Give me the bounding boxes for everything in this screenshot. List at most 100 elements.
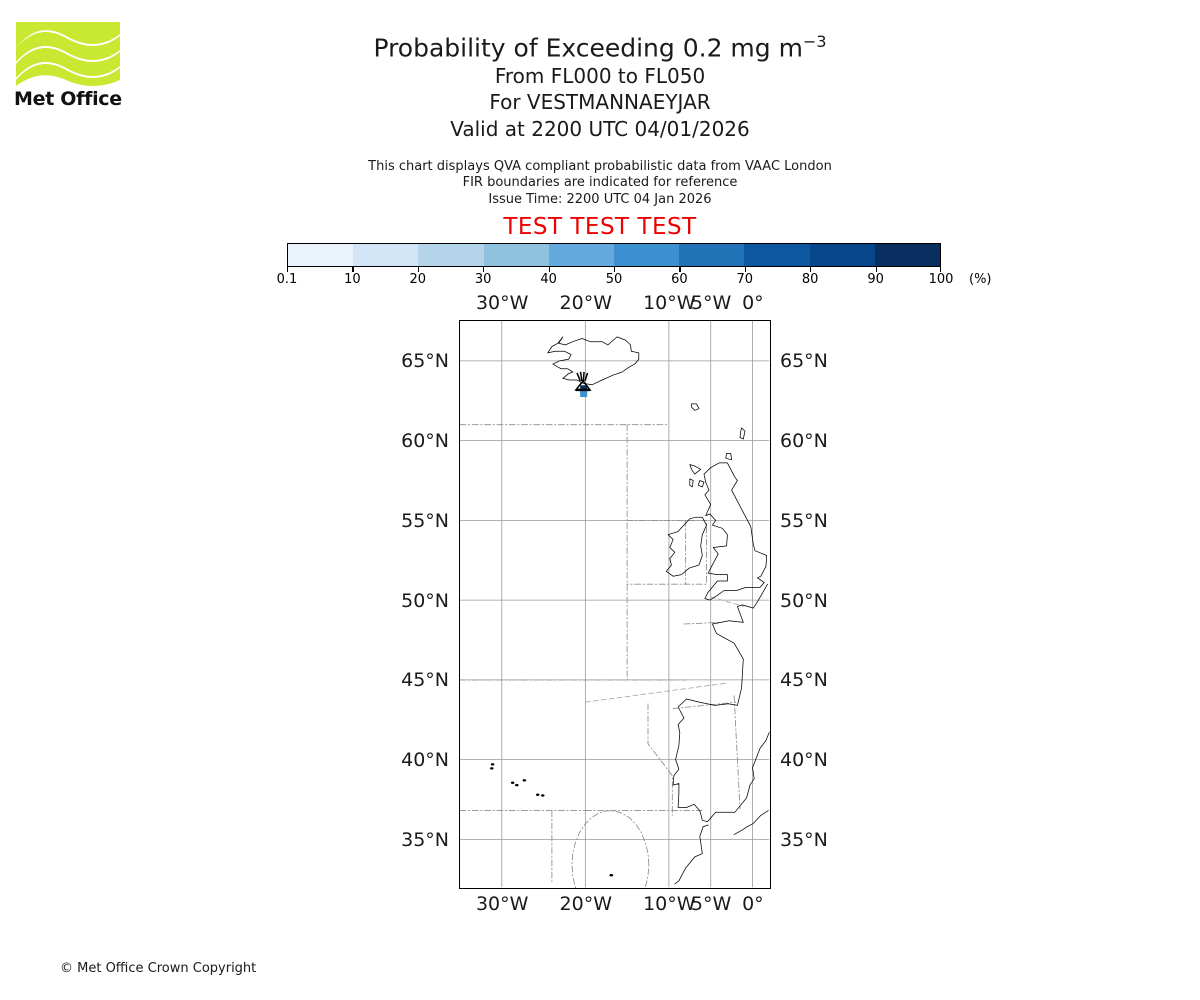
lon-label-bottom: 0° xyxy=(742,893,764,915)
volcano-marker xyxy=(574,371,592,392)
coast-faroes xyxy=(691,403,700,411)
lat-label-left: 50°N xyxy=(401,589,449,612)
colorbar-band-1 xyxy=(353,244,419,266)
colorbar-tick-label: 80 xyxy=(801,272,819,287)
coast-nw-africa xyxy=(674,824,709,885)
island-azores-6 xyxy=(540,794,545,797)
island-azores-5 xyxy=(535,793,540,796)
page-title: Probability of Exceeding 0.2 mg m−3 xyxy=(0,26,1200,64)
colorbar-tick xyxy=(614,267,616,272)
colorbar-tick-labels: 0.1 10 20 30 40 50 60 70 80 90 100 xyxy=(277,272,954,290)
island-azores-3 xyxy=(514,783,519,787)
lat-label-left: 40°N xyxy=(401,749,449,771)
lon-label-top: 0° xyxy=(742,292,764,314)
map-plot-area[interactable] xyxy=(459,320,771,889)
met-office-wordmark: Met Office xyxy=(14,88,122,110)
fir-line xyxy=(733,695,741,810)
coast-great-britain xyxy=(703,462,768,601)
lat-label-right: 55°N xyxy=(780,509,828,532)
lat-label-left: 55°N xyxy=(401,509,449,532)
fir-line xyxy=(710,596,745,607)
logo-wave-4 xyxy=(16,64,120,86)
lon-label-bottom: 5°W xyxy=(690,893,732,915)
colorbar-tick xyxy=(417,267,420,272)
lon-label-bottom: 10°W xyxy=(643,893,696,915)
colorbar-ticks xyxy=(287,267,941,273)
colorbar-tick xyxy=(287,267,289,272)
colorbar-tick-label: 20 xyxy=(409,272,427,287)
colorbar-tick-label: 70 xyxy=(736,272,754,287)
copyright-text: © Met Office Crown Copyright xyxy=(60,961,257,976)
ash-probability-cells xyxy=(580,385,588,398)
coastlines xyxy=(489,336,770,885)
colorbar-tick xyxy=(810,267,812,272)
lat-label-left: 65°N xyxy=(401,350,449,373)
met-office-wave-mark xyxy=(16,22,120,86)
coast-shetland xyxy=(739,427,746,440)
island-azores-4 xyxy=(522,779,527,782)
coast-iceland xyxy=(547,336,640,386)
coast-lewis xyxy=(689,464,702,475)
lat-label-left: 60°N xyxy=(401,430,449,453)
coast-orkney xyxy=(725,453,732,461)
lat-label-right: 45°N xyxy=(780,669,828,692)
fir-line xyxy=(626,519,707,585)
fir-boundaries xyxy=(460,424,745,888)
colorbar-gradient xyxy=(287,243,941,267)
colorbar-unit-label: (%) xyxy=(969,272,992,287)
colorbar-tick-label: 90 xyxy=(867,272,884,287)
volcano-eruption-ray-2 xyxy=(582,371,585,381)
lat-label-right: 40°N xyxy=(780,749,828,771)
fir-line xyxy=(647,703,673,816)
logo-wave-3 xyxy=(16,48,120,78)
fir-line xyxy=(683,621,720,625)
colorbar-band-8 xyxy=(809,244,875,266)
colorbar-tick-label: 60 xyxy=(671,272,688,287)
graticule-gridlines xyxy=(460,321,770,888)
colorbar-tick xyxy=(483,267,485,272)
lon-label-top: 10°W xyxy=(643,292,696,314)
volcano-eruption-ray-0 xyxy=(576,372,582,382)
lat-label-left: 35°N xyxy=(401,828,449,851)
volcano-eruption-ray-1 xyxy=(579,371,583,382)
lat-label-right: 50°N xyxy=(780,589,828,612)
lat-label-right: 60°N xyxy=(780,430,828,453)
note-qva-compliance: This chart displays QVA compliant probab… xyxy=(368,159,832,174)
note-issue-time: Issue Time: 2200 UTC 04 Jan 2026 xyxy=(488,192,712,207)
coast-algeria xyxy=(733,810,769,835)
met-office-logo: Met Office xyxy=(14,22,134,114)
page-title-text: Probability of Exceeding 0.2 mg m xyxy=(373,33,803,63)
ash-cell-1 xyxy=(580,390,588,398)
colorbar-tick xyxy=(352,267,354,272)
note-fir-boundaries: FIR boundaries are indicated for referen… xyxy=(462,175,738,190)
coast-europe xyxy=(672,583,770,823)
colorbar-tick xyxy=(548,267,550,272)
lon-label-top: 30°W xyxy=(475,292,529,314)
fir-line xyxy=(571,810,650,888)
colorbar-tick xyxy=(744,267,747,272)
title-volcano-name: For VESTMANNAEYJAR xyxy=(489,90,711,114)
lat-label-right: 65°N xyxy=(780,350,828,373)
colorbar-tick-label: 50 xyxy=(605,272,623,287)
colorbar-tick-label: 0.1 xyxy=(276,272,298,287)
island-azores-0 xyxy=(489,767,494,770)
colorbar-band-0 xyxy=(288,244,354,266)
colorbar-tick xyxy=(875,267,877,272)
colorbar-tick-label: 100 xyxy=(928,272,954,287)
colorbar-tick xyxy=(939,267,941,272)
coast-uist xyxy=(689,478,694,488)
logo-wave-1 xyxy=(16,22,120,48)
colorbar-band-5 xyxy=(614,244,680,266)
colorbar-band-9 xyxy=(874,244,941,266)
probability-colorbar: 0.1 10 20 30 40 50 60 70 80 90 100 xyxy=(277,243,953,287)
colorbar-tick-label: 30 xyxy=(474,272,492,287)
colorbar-band-3 xyxy=(483,244,549,266)
island-azores-1 xyxy=(490,763,495,766)
coast-ireland xyxy=(666,516,707,577)
map-canvas xyxy=(460,321,770,888)
lon-label-bottom: 20°W xyxy=(559,893,612,915)
test-banner: TEST TEST TEST xyxy=(503,214,697,240)
colorbar-tick-label: 10 xyxy=(344,272,361,287)
colorbar-band-2 xyxy=(418,244,484,266)
title-valid-time: Valid at 2200 UTC 04/01/2026 xyxy=(450,117,750,141)
